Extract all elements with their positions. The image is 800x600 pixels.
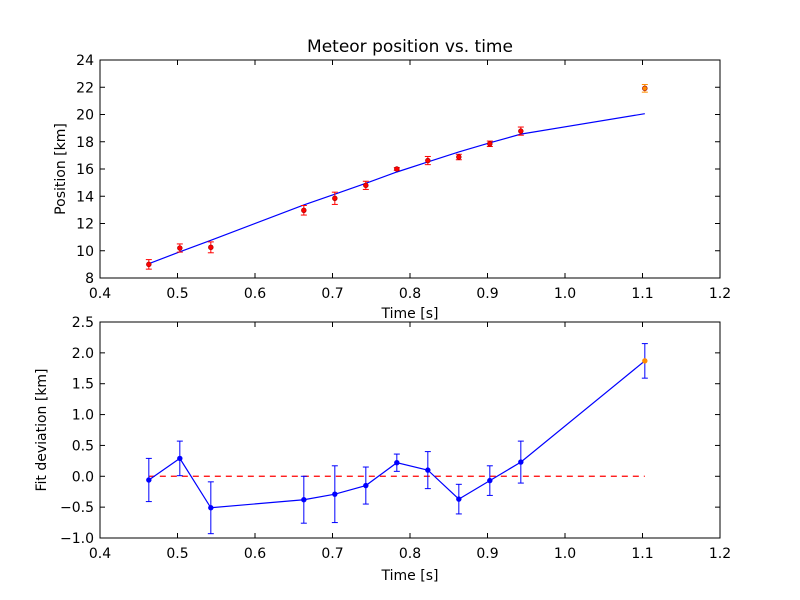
plot-area	[100, 60, 720, 278]
y-tick-label: 2.5	[72, 315, 94, 331]
x-tick-label: 0.6	[244, 546, 266, 562]
y-tick-label: 18	[76, 135, 94, 151]
data-point	[487, 141, 493, 147]
data-point	[146, 261, 152, 268]
data-point	[456, 496, 462, 502]
x-tick-label: 0.4	[89, 546, 111, 562]
data-point	[363, 182, 369, 189]
plot-area	[100, 322, 720, 538]
plot-frame	[99, 321, 721, 539]
x-axis-label: Time [s]	[381, 306, 439, 322]
data-point	[518, 128, 524, 134]
x-tick-label: 1.0	[554, 546, 576, 562]
deviation-line	[148, 360, 646, 509]
x-tick-label: 0.7	[321, 286, 343, 302]
y-tick-label: 14	[76, 189, 94, 205]
x-tick-label: 0.9	[476, 546, 498, 562]
data-point	[301, 497, 307, 503]
x-tick-label: 0.5	[166, 286, 188, 302]
data-point	[642, 358, 648, 364]
y-tick-label: 24	[76, 53, 94, 69]
data-point	[177, 245, 183, 251]
y-tick-label: 10	[76, 244, 94, 260]
y-axis-label: Fit deviation [km]	[34, 368, 50, 491]
data-point	[208, 505, 214, 511]
x-tick-label: 0.5	[166, 546, 188, 562]
data-point	[487, 477, 493, 484]
y-tick-label: 0.5	[72, 438, 94, 454]
x-tick-label: 1.0	[554, 286, 576, 302]
deviation-chart: 0.4 0.5 0.6 0.7 0.8 0.9 1.0 1.1 1.2 −1.0 −0.5 0.0 0.…	[34, 315, 731, 584]
x-tick-label: 0.8	[399, 286, 421, 302]
x-tick-label: 1.2	[709, 286, 731, 302]
data-point	[363, 482, 369, 489]
x-tick-label: 0.6	[244, 286, 266, 302]
x-tick-label: 0.4	[89, 286, 111, 302]
y-tick-label: −0.5	[60, 500, 94, 516]
x-tick-label: 1.1	[631, 546, 653, 562]
y-tick-label: 1.0	[72, 408, 94, 424]
y-tick-label: 20	[76, 108, 94, 124]
x-tick-label: 1.1	[631, 286, 653, 302]
data-point	[394, 460, 400, 466]
y-tick-label: 8	[85, 271, 94, 287]
fit-line	[148, 113, 645, 265]
data-point	[332, 195, 338, 201]
y-tick-label: 1.5	[72, 377, 94, 393]
data-point	[208, 244, 214, 251]
data-point	[332, 491, 338, 497]
x-tick-label: 0.9	[476, 286, 498, 302]
data-point	[177, 455, 183, 462]
x-tick-label: 1.2	[709, 546, 731, 562]
chart-title: Meteor position vs. time	[307, 37, 513, 57]
y-tick-label: 22	[76, 80, 94, 96]
y-tick-label: 2.0	[72, 346, 94, 362]
data-point	[301, 207, 307, 213]
data-point	[425, 467, 431, 473]
y-tick-label: 12	[76, 217, 94, 233]
data-point	[456, 154, 462, 160]
data-point	[146, 477, 152, 483]
plot-frame	[99, 59, 721, 279]
y-tick-label: 0.0	[72, 469, 94, 485]
y-tick-label: 16	[76, 162, 94, 178]
x-axis-label: Time [s]	[381, 568, 439, 584]
y-axis-label: Position [km]	[53, 123, 69, 215]
data-point	[394, 166, 400, 172]
x-tick-label: 0.8	[399, 546, 421, 562]
data-point	[518, 459, 524, 465]
data-point	[642, 85, 648, 92]
position-chart: Meteor position vs. time 0.4 0.5 0.6 0.7 0.8…	[53, 37, 731, 322]
data-point	[425, 157, 431, 164]
y-tick-label: −1.0	[60, 531, 94, 547]
x-tick-label: 0.7	[321, 546, 343, 562]
